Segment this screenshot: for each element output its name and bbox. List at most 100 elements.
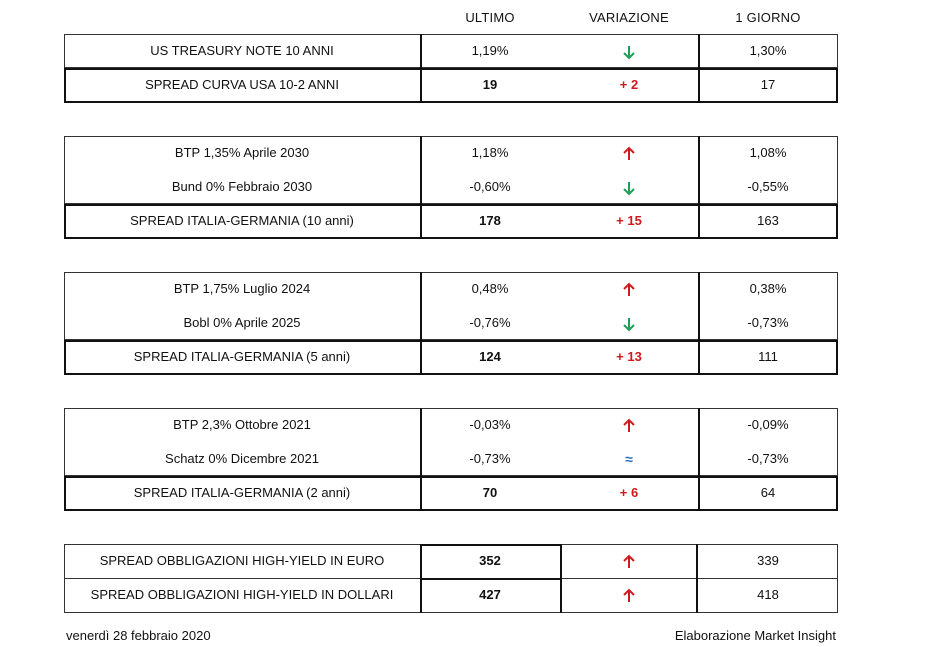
report-date: venerdì 28 febbraio 2020 [66,628,211,643]
table-row: Bund 0% Febbraio 2030 -0,60% -0,55% [64,170,838,204]
ultimo-value: 1,19% [471,43,509,58]
table-row: BTP 1,75% Luglio 2024 0,48% 0,38% [64,272,838,306]
table-block-5y: BTP 1,75% Luglio 2024 0,48% 0,38% Bobl 0… [64,272,838,375]
table-row-spread: SPREAD ITALIA-GERMANIA (2 anni) 70 + 6 6… [64,476,838,510]
variazione-value: + 6 [619,485,639,500]
table-row: SPREAD OBBLIGAZIONI HIGH-YIELD IN EURO 3… [64,544,838,578]
rows-frame [64,272,838,340]
variazione-cell [560,578,698,612]
giorno-value: 1,30% [749,43,787,58]
col-divider [560,544,562,613]
variazione-cell [560,272,698,306]
instrument-name: US TREASURY NOTE 10 ANNI [150,43,334,58]
col-divider [420,136,422,239]
ultimo-value: 0,48% [471,281,509,296]
giorno-value: 1,08% [749,145,787,160]
table-row-spread: SPREAD ITALIA-GERMANIA (10 anni) 178 + 1… [64,204,838,238]
ultimo-value: 427 [479,587,501,602]
instrument-name: SPREAD ITALIA-GERMANIA (2 anni) [133,485,351,500]
header-ultimo: ULTIMO [465,10,515,25]
variazione-value: + 2 [619,77,639,92]
col-divider [698,34,700,103]
arrow-up-icon [623,418,635,432]
table-row: BTP 1,35% Aprile 2030 1,18% 1,08% [64,136,838,170]
instrument-name: SPREAD ITALIA-GERMANIA (10 anni) [130,213,354,228]
table-block-us-treasury: US TREASURY NOTE 10 ANNI 1,19% 1,30% SPR… [64,34,838,103]
col-divider [698,136,700,239]
table-row: SPREAD OBBLIGAZIONI HIGH-YIELD IN DOLLAR… [64,578,838,612]
ultimo-value: -0,73% [469,451,511,466]
table-row: Bobl 0% Aprile 2025 -0,76% -0,73% [64,306,838,340]
table-row: US TREASURY NOTE 10 ANNI 1,19% 1,30% [64,34,838,68]
table-row-spread: SPREAD CURVA USA 10-2 ANNI 19 + 2 17 [64,68,838,102]
col-divider [698,408,700,511]
table-block-high-yield: SPREAD OBBLIGAZIONI HIGH-YIELD IN EURO 3… [64,544,838,613]
variazione-cell [560,544,698,578]
report-credit: Elaborazione Market Insight [674,628,836,643]
instrument-name: Bobl 0% Aprile 2025 [183,315,301,330]
variazione-value: + 15 [616,213,642,228]
giorno-value: 163 [757,213,779,228]
row-frame-spread [64,476,838,511]
arrow-down-icon [623,317,635,331]
row-frame [64,34,838,68]
variazione-cell [560,136,698,170]
instrument-name: SPREAD OBBLIGAZIONI HIGH-YIELD IN EURO [99,553,385,568]
row-frame-spread [64,68,838,103]
giorno-value: 339 [757,553,779,568]
variazione-value: + 13 [616,349,642,364]
header-1-giorno: 1 GIORNO [735,10,801,25]
variazione-cell [560,34,698,68]
instrument-name: Bund 0% Febbraio 2030 [171,179,313,194]
variazione-cell [560,306,698,340]
col-divider [698,272,700,375]
arrow-up-icon [623,282,635,296]
ultimo-value: 19 [482,77,498,92]
giorno-value: 418 [757,587,779,602]
instrument-name: SPREAD ITALIA-GERMANIA (5 anni) [133,349,351,364]
ultimo-value: 352 [479,553,501,568]
giorno-value: 0,38% [749,281,787,296]
rows-frame [64,136,838,204]
instrument-name: SPREAD CURVA USA 10-2 ANNI [145,77,339,92]
instrument-name: BTP 1,35% Aprile 2030 [174,145,310,160]
ultimo-value: 178 [479,213,501,228]
ultimo-value: -0,60% [469,179,511,194]
giorno-value: 17 [760,77,776,92]
arrow-down-icon [623,181,635,195]
giorno-value: -0,73% [747,451,789,466]
ultimo-value: -0,03% [469,417,511,432]
rows-frame [64,408,838,476]
row-frame-spread [64,340,838,375]
approx-equal-icon: ≈ [625,451,633,467]
col-divider [420,408,422,511]
ultimo-value: 70 [482,485,498,500]
giorno-value: 64 [760,485,776,500]
ultimo-value: 124 [479,349,501,364]
col-divider [420,34,422,103]
variazione-cell [560,170,698,204]
giorno-value: -0,55% [747,179,789,194]
header-variazione: VARIAZIONE [589,10,669,25]
table-row: Schatz 0% Dicembre 2021 -0,73% ≈ -0,73% [64,442,838,476]
table-block-10y: BTP 1,35% Aprile 2030 1,18% 1,08% Bund 0… [64,136,838,239]
ultimo-value: -0,76% [469,315,511,330]
arrow-up-icon [623,146,635,160]
arrow-up-icon [623,588,635,602]
arrow-up-icon [623,554,635,568]
giorno-value: -0,09% [747,417,789,432]
ultimo-value: 1,18% [471,145,509,160]
giorno-value: -0,73% [747,315,789,330]
col-divider [420,272,422,375]
instrument-name: BTP 2,3% Ottobre 2021 [173,417,311,432]
table-row-spread: SPREAD ITALIA-GERMANIA (5 anni) 124 + 13… [64,340,838,374]
table-block-2y: BTP 2,3% Ottobre 2021 -0,03% -0,09% Scha… [64,408,838,511]
arrow-down-icon [623,45,635,59]
ultimo-mid-border [420,578,560,580]
instrument-name: SPREAD OBBLIGAZIONI HIGH-YIELD IN DOLLAR… [90,587,394,602]
ultimo-top-border [420,544,560,546]
row-frame-spread [64,204,838,239]
variazione-cell [560,408,698,442]
instrument-name: Schatz 0% Dicembre 2021 [165,451,319,466]
table-row: BTP 2,3% Ottobre 2021 -0,03% -0,09% [64,408,838,442]
